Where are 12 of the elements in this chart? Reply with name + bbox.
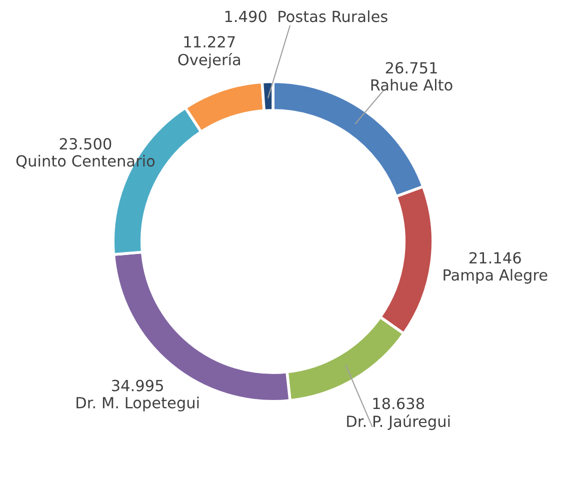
data-label: 26.751: [386, 62, 437, 74]
data-label: 21.146: [470, 252, 521, 264]
slice-label: Ovejería: [178, 52, 240, 68]
data-label: 11.227: [184, 36, 235, 48]
slice-label: Dr. P. Jaúregui: [347, 414, 450, 430]
data-label: 34.995: [112, 380, 163, 392]
data-label: 23.500: [60, 138, 112, 150]
slice-label: Pampa Alegre: [444, 268, 548, 284]
slice-label: Dr. M. Lopetegui: [76, 396, 199, 412]
slice-label: Rahue Alto: [371, 78, 452, 91]
slice-label: 1.490 Postas Rurales: [225, 10, 388, 22]
data-label: 18.638: [373, 398, 424, 410]
